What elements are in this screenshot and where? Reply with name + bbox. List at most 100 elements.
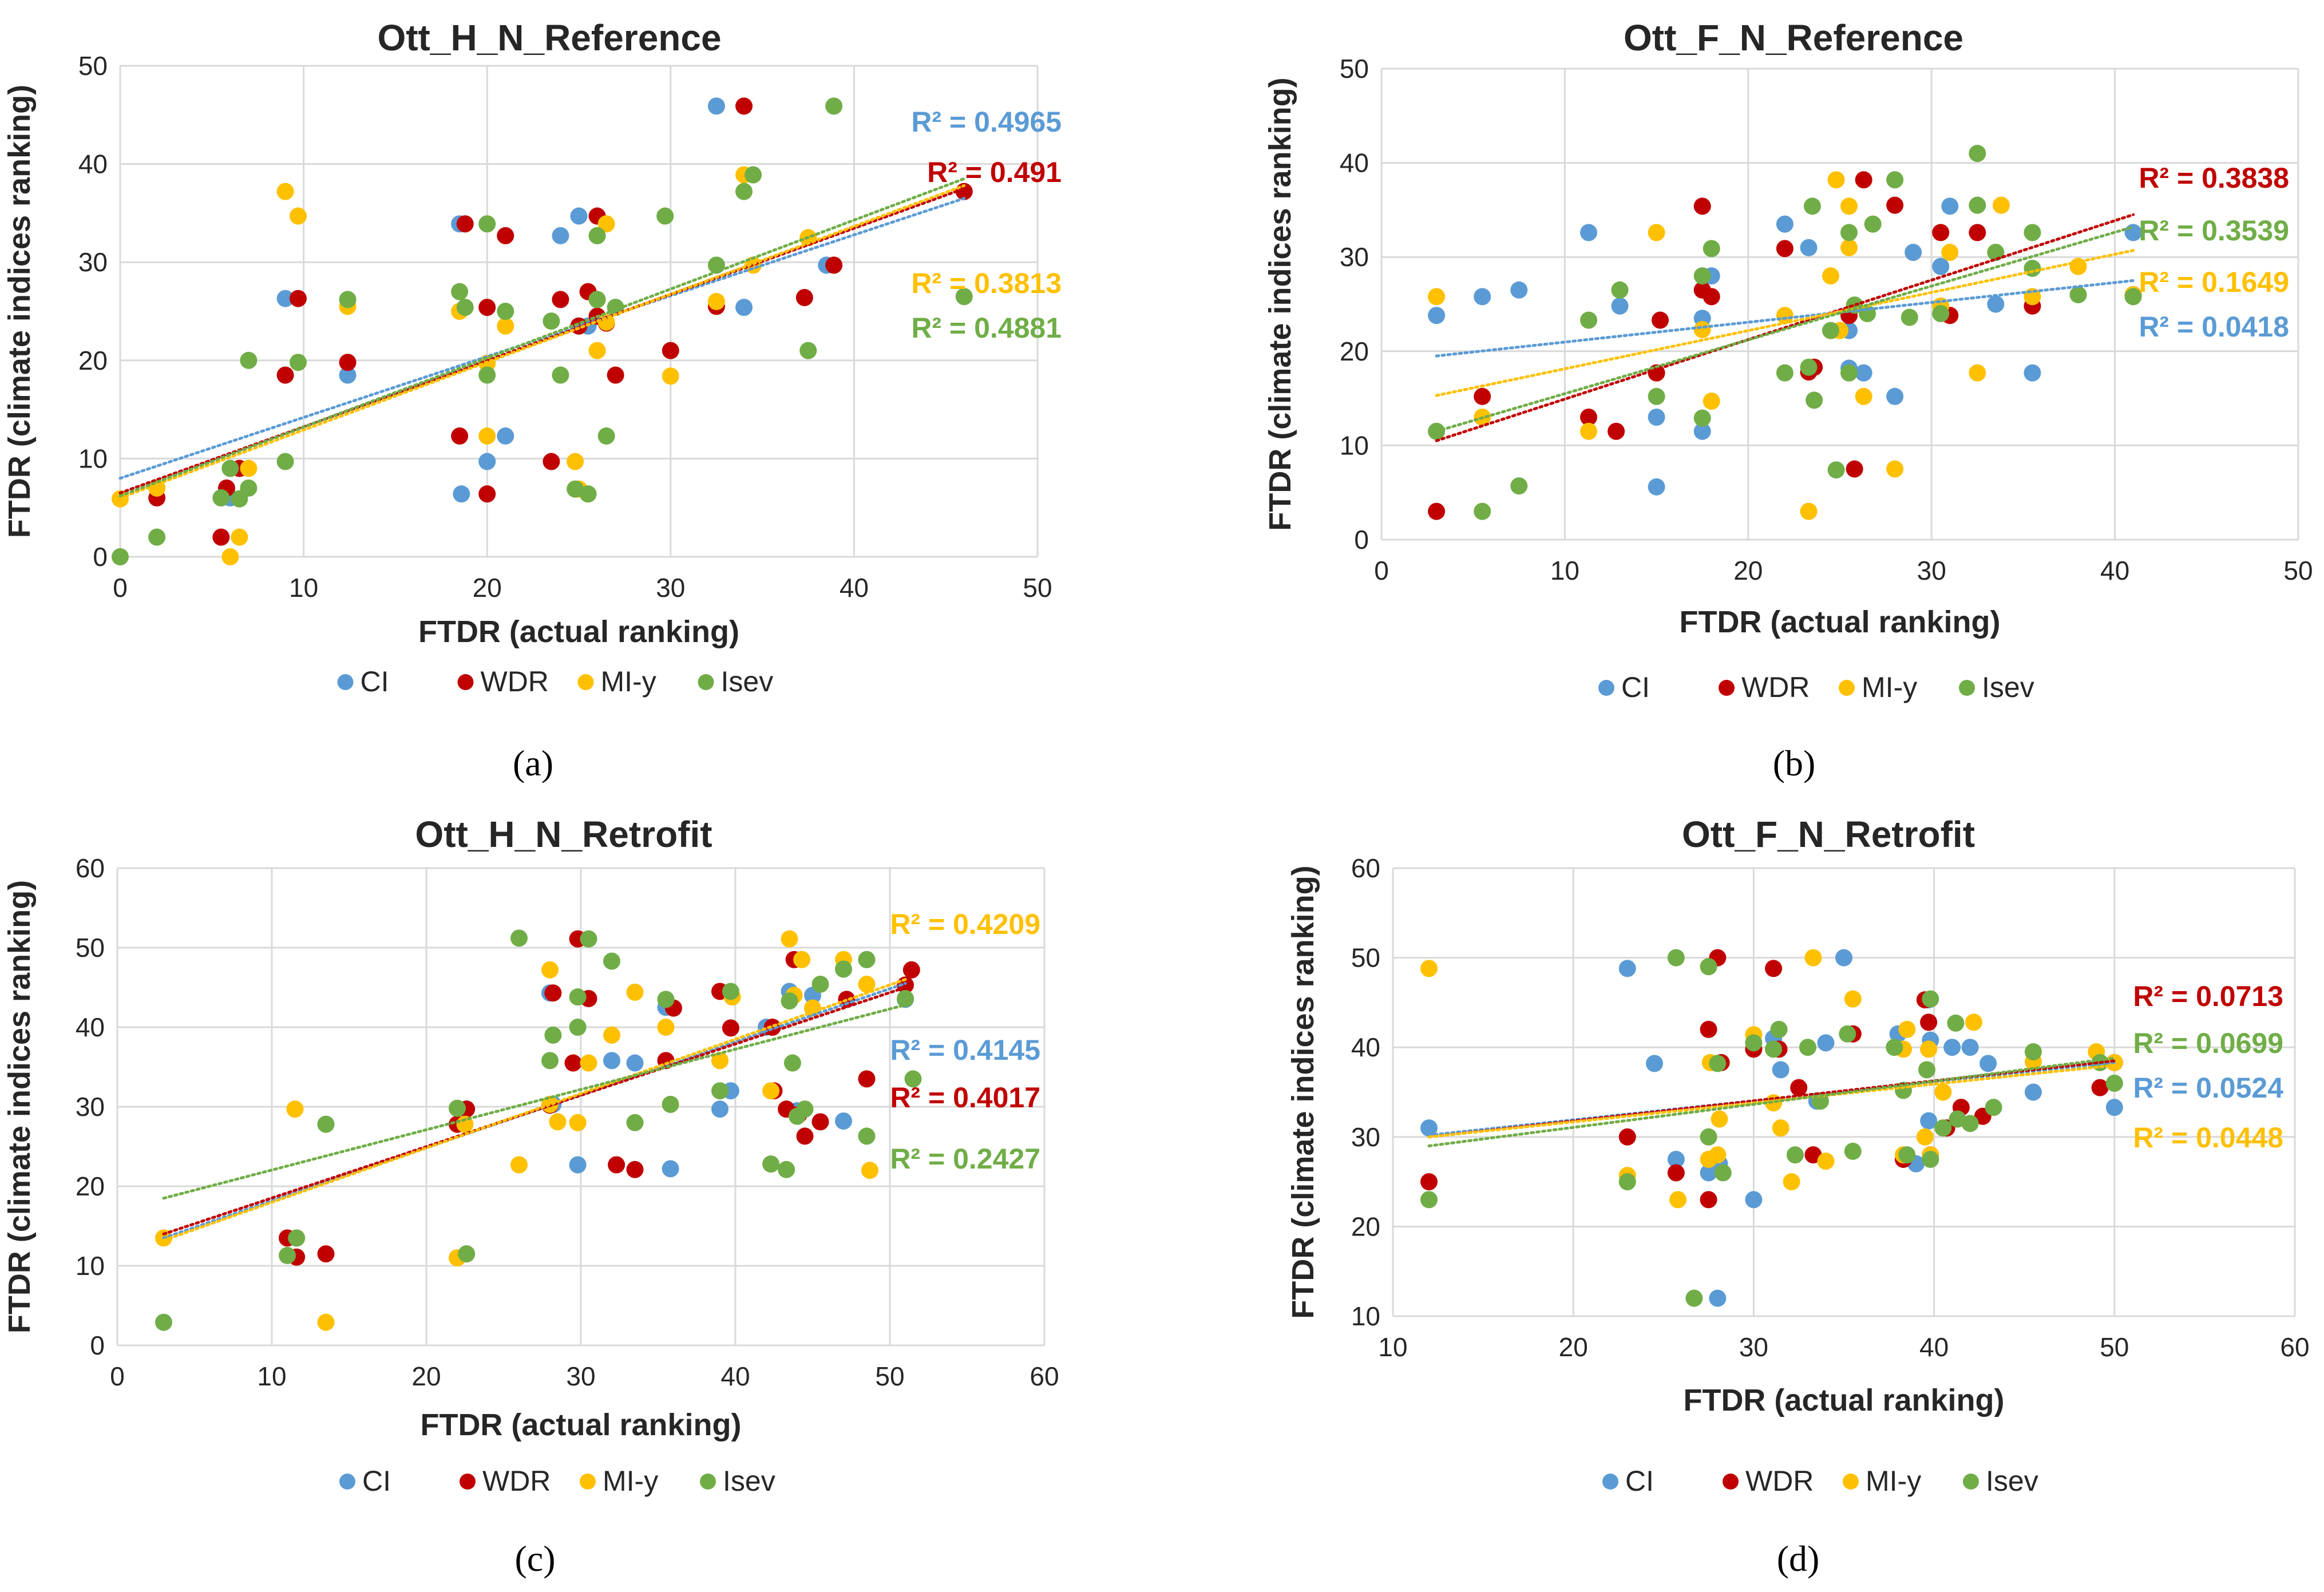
point-mi-y (510, 1156, 528, 1173)
point-isev (1474, 503, 1491, 520)
r2-label-mi-y: R² = 0.1649 (2139, 266, 2289, 298)
point-ci (1817, 1034, 1834, 1051)
legend-label-wdr: WDR (1741, 671, 1810, 703)
point-isev (1804, 197, 1821, 215)
point-wdr (1428, 503, 1445, 520)
point-wdr (607, 367, 624, 384)
point-ci (1987, 296, 2004, 313)
point-isev (1987, 244, 2004, 261)
point-wdr (1474, 388, 1491, 405)
point-wdr (735, 97, 753, 114)
point-ci (603, 1052, 620, 1069)
chart-panel-3: 0 10 20 30 40 50 600102030405060Ott_H_N_Retrof… (2, 814, 1059, 1579)
y-axis-title: FTDR (climate indices ranking) (2, 85, 37, 538)
x-tick-label: 30 (1917, 556, 1946, 585)
point-isev (658, 991, 675, 1008)
point-isev (279, 1247, 296, 1264)
point-isev (1969, 197, 1986, 214)
point-isev (627, 1114, 644, 1131)
point-isev (1828, 461, 1845, 478)
point-ci (453, 485, 470, 502)
trendline-isev (1429, 1058, 2115, 1146)
point-ci (571, 208, 588, 225)
point-isev (2024, 224, 2041, 241)
legend-marker-isev (700, 1474, 716, 1490)
point-mi-y (1920, 1040, 1937, 1058)
point-isev (1922, 991, 1939, 1008)
point-isev (288, 1229, 305, 1246)
point-mi-y (1428, 288, 1445, 305)
y-tick-label: 50 (76, 933, 105, 963)
point-isev (662, 1096, 679, 1113)
point-isev (544, 1027, 561, 1044)
point-isev (1932, 305, 1949, 322)
point-wdr (1619, 1128, 1636, 1146)
point-isev (1700, 958, 1717, 975)
legend-label-mi-y: MI-y (601, 666, 656, 698)
legend-marker-ci (339, 1474, 355, 1490)
x-tick-label: 40 (2100, 556, 2129, 585)
r2-label-isev: R² = 0.0699 (2133, 1027, 2283, 1059)
point-ci (1800, 239, 1818, 256)
point-isev (148, 529, 165, 546)
x-tick-label: 10 (1378, 1332, 1407, 1362)
point-mi-y (569, 1114, 587, 1131)
point-ci (627, 1055, 644, 1072)
point-isev (1703, 240, 1720, 257)
y-tick-label: 40 (76, 1012, 105, 1042)
legend-label-ci: CI (1621, 671, 1650, 703)
trendline-mi-y (120, 185, 964, 498)
point-ci (1646, 1055, 1663, 1072)
point-isev (1886, 1039, 1903, 1056)
point-mi-y (589, 342, 606, 359)
y-tick-label: 50 (1340, 54, 1369, 84)
point-mi-y (1580, 423, 1597, 440)
point-isev (784, 1055, 801, 1072)
x-tick-label: 40 (840, 573, 869, 603)
x-tick-label: 0 (113, 573, 128, 603)
point-wdr (1694, 197, 1711, 215)
point-isev (897, 990, 914, 1007)
point-ci (1648, 478, 1665, 496)
point-isev (1787, 1146, 1804, 1163)
x-tick-label: 10 (1550, 556, 1579, 585)
point-ci (1474, 288, 1491, 305)
point-wdr (627, 1161, 644, 1178)
legend: CI WDR MI-y Isev (1602, 1465, 2038, 1497)
point-wdr (858, 1070, 876, 1087)
point-isev (1612, 282, 1629, 299)
point-isev (1962, 1115, 1979, 1132)
chart-title: Ott_F_N_Reference (1624, 17, 1963, 58)
point-isev (589, 227, 606, 244)
x-axis-title: FTDR (actual ranking) (418, 615, 739, 649)
point-mi-y (1800, 503, 1818, 520)
point-isev (1839, 1025, 1856, 1043)
legend-label-wdr: WDR (481, 666, 549, 698)
y-axis-title: FTDR (climate indices ranking) (1263, 77, 1297, 530)
x-tick-label: 30 (566, 1361, 595, 1391)
point-mi-y (1993, 197, 2010, 214)
y-tick-label: 0 (90, 1330, 105, 1360)
y-tick-label: 40 (1340, 148, 1369, 178)
point-mi-y (781, 930, 798, 948)
figure: 0 10 20 30 40 5001020304050Ott_H_N_ReferenceF… (0, 0, 2324, 1592)
point-mi-y (1783, 1173, 1800, 1190)
legend-marker-mi-y (1843, 1474, 1859, 1490)
legend-label-isev: Isev (1986, 1465, 2038, 1497)
point-isev (458, 1245, 475, 1262)
point-ci (735, 299, 753, 316)
panel-label: (d) (1777, 1538, 1820, 1579)
point-isev (711, 1082, 729, 1099)
r2-label-wdr: R² = 0.0713 (2133, 980, 2283, 1012)
legend-marker-mi-y (580, 1474, 596, 1490)
point-isev (1510, 477, 1527, 494)
r2-label-wdr: R² = 0.491 (927, 156, 1062, 188)
x-axis-title: FTDR (actual ranking) (1679, 605, 2000, 639)
legend-label-mi-y: MI-y (1862, 671, 1917, 703)
point-wdr (1700, 1021, 1717, 1038)
y-tick-label: 10 (1351, 1301, 1380, 1331)
point-wdr (1765, 960, 1782, 977)
point-wdr (1846, 461, 1863, 478)
point-isev (478, 215, 496, 232)
point-ci (1855, 365, 1872, 382)
